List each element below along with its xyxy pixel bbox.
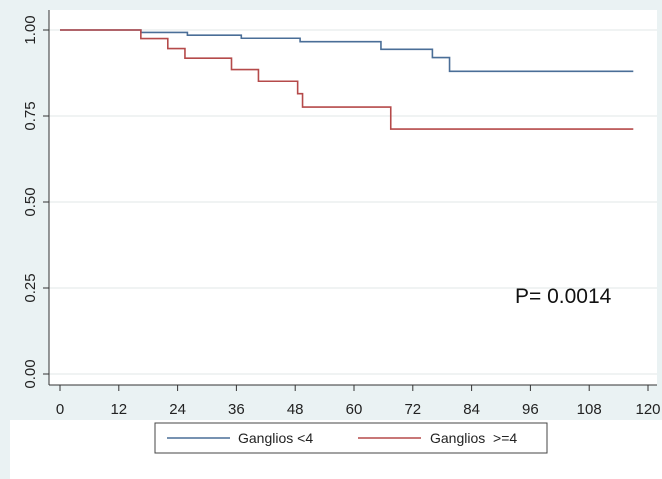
legend-label-ganglios-lt4: Ganglios <4: [238, 430, 313, 446]
plot-area: [49, 10, 657, 385]
x-tick-label-3: 36: [228, 401, 245, 418]
p-value-annotation: P= 0.0014: [515, 285, 612, 308]
x-tick-label-8: 96: [522, 401, 539, 418]
x-tick-label-1: 12: [110, 401, 127, 418]
y-tick-label-4: 1.00: [22, 15, 39, 44]
y-tick-label-1: 0.25: [22, 273, 39, 302]
x-tick-label-7: 84: [463, 401, 480, 418]
x-tick-label-4: 48: [287, 401, 304, 418]
series-lines: [60, 29, 634, 130]
x-tick-label-10: 120: [635, 401, 660, 418]
y-tick-label-3: 0.75: [22, 101, 39, 130]
series-line-1: [60, 29, 634, 130]
x-tick-label-2: 24: [169, 401, 186, 418]
x-tick-label-9: 108: [577, 401, 602, 418]
legend-label-ganglios-ge4: Ganglios >=4: [430, 430, 517, 446]
series-line-0: [60, 29, 634, 73]
x-tick-label-6: 72: [404, 401, 421, 418]
x-axis-ticks: 0 12 24 36 48 60 72 84 96 108 120: [56, 385, 661, 418]
y-tick-label-0: 0.00: [22, 359, 39, 388]
y-axis-ticks: 0.00 0.25 0.50 0.75 1.00: [22, 15, 49, 389]
legend: Ganglios <4 Ganglios >=4: [154, 422, 548, 454]
x-tick-label-0: 0: [56, 401, 64, 418]
gridlines: [49, 29, 657, 375]
x-tick-label-5: 60: [346, 401, 363, 418]
y-tick-label-2: 0.50: [22, 187, 39, 216]
